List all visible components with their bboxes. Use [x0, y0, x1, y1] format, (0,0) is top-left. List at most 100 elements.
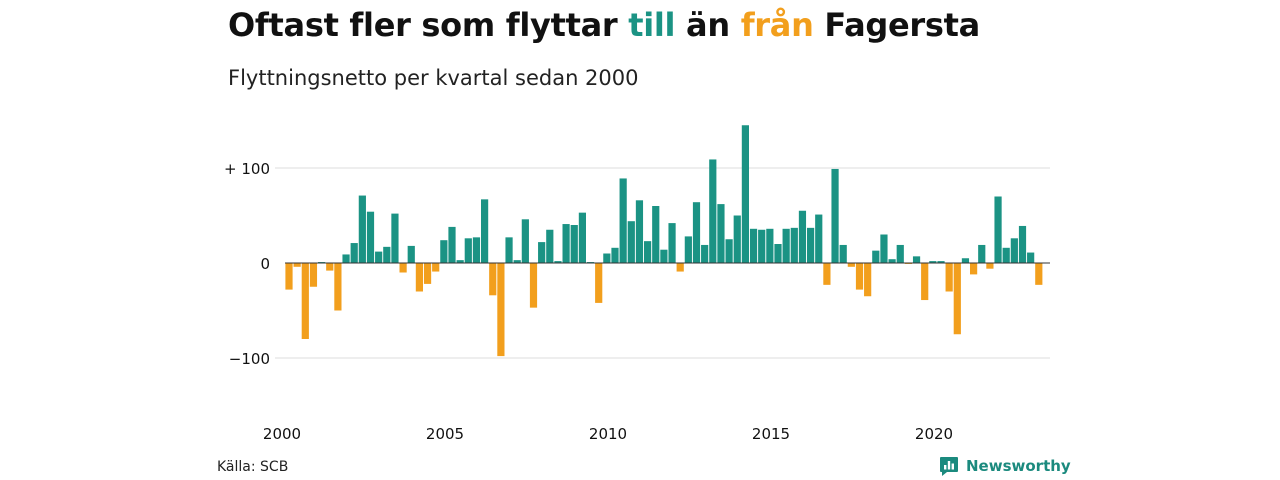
- bar: [831, 168, 839, 263]
- bar: [497, 263, 505, 357]
- bar: [456, 260, 464, 263]
- bar: [774, 244, 782, 263]
- bar: [1027, 252, 1035, 263]
- bar: [464, 238, 472, 263]
- bar: [432, 263, 440, 272]
- bar: [1002, 247, 1010, 263]
- bar: [1018, 225, 1027, 263]
- bar: [538, 242, 546, 263]
- bar: [489, 263, 497, 296]
- title-word-fran: från: [740, 6, 814, 44]
- source-label: Källa: SCB: [217, 459, 289, 475]
- bar: [986, 263, 994, 269]
- bar: [611, 247, 619, 263]
- bar: [603, 253, 611, 263]
- bar: [635, 200, 644, 263]
- x-tick-label: 2010: [589, 425, 627, 443]
- brand-logo: Newsworthy: [938, 455, 1071, 477]
- bar: [448, 226, 456, 263]
- bar: [692, 202, 701, 263]
- bar: [847, 263, 855, 267]
- bar: [309, 263, 318, 287]
- title-part-2: än: [675, 6, 741, 44]
- bar: [880, 234, 888, 263]
- bar: [562, 224, 570, 263]
- bar: [1035, 263, 1043, 285]
- y-axis-ticks: + 100 0 −100: [224, 160, 270, 368]
- y-tick-label: −100: [229, 350, 270, 368]
- bars: [285, 125, 1043, 357]
- bar: [366, 211, 375, 263]
- bar: [342, 254, 350, 263]
- bar: [766, 228, 774, 263]
- bar: [1010, 238, 1018, 263]
- chart-title: Oftast fler som flyttar till än från Fag…: [228, 6, 980, 44]
- bar: [399, 263, 407, 273]
- bar: [937, 261, 945, 263]
- bar: [782, 228, 790, 263]
- bar: [440, 240, 448, 263]
- bar: [375, 251, 383, 263]
- bar: [481, 199, 489, 263]
- bar: [407, 245, 415, 263]
- x-axis-ticks: 2000 2005 2010 2015 2020: [263, 425, 953, 443]
- title-part-1: Oftast fler som flyttar: [228, 6, 629, 44]
- bar: [929, 261, 937, 263]
- bar: [896, 244, 904, 263]
- bar: [839, 244, 847, 263]
- x-tick-label: 2005: [426, 425, 464, 443]
- bar: [945, 263, 953, 292]
- bar: [823, 263, 831, 285]
- bar: [970, 263, 978, 275]
- bar: [350, 243, 358, 263]
- gridlines: [275, 167, 1050, 359]
- bar: [391, 213, 399, 263]
- bar: [627, 221, 635, 263]
- bar: [790, 227, 798, 263]
- bar: [798, 210, 807, 263]
- bar: [293, 263, 301, 267]
- bar: [334, 263, 342, 311]
- x-tick-label: 2000: [263, 425, 301, 443]
- bar: [285, 263, 293, 290]
- x-tick-label: 2015: [752, 425, 790, 443]
- bar: [872, 250, 880, 263]
- brand-name: Newsworthy: [966, 457, 1071, 475]
- bar: [652, 206, 660, 263]
- bar: [423, 263, 432, 284]
- title-part-3: Fagersta: [813, 6, 980, 44]
- x-tick-label: 2020: [915, 425, 953, 443]
- bar: [383, 246, 391, 263]
- bar: [855, 263, 864, 290]
- bar: [619, 178, 627, 263]
- bar: [301, 263, 309, 339]
- bar: [912, 256, 921, 263]
- bar: [978, 244, 986, 263]
- bar: [546, 229, 554, 263]
- bar: [529, 263, 538, 308]
- bar: [741, 125, 749, 263]
- bar: [725, 239, 733, 263]
- bar: [595, 263, 603, 303]
- bar: [921, 263, 929, 301]
- bar: [415, 263, 423, 292]
- y-tick-label: + 100: [224, 160, 270, 178]
- bar: [668, 223, 676, 263]
- bar: [888, 259, 896, 263]
- bar: [807, 227, 815, 263]
- bar: [864, 263, 872, 297]
- bar: [326, 263, 334, 271]
- bar: [961, 258, 970, 263]
- bar: [358, 195, 366, 263]
- bar: [815, 214, 823, 263]
- bar: [709, 159, 717, 263]
- bar: [660, 249, 668, 263]
- bar: [684, 236, 692, 263]
- bar: [758, 229, 766, 263]
- bar: [513, 260, 521, 263]
- bar: [676, 263, 684, 272]
- bar: [717, 204, 725, 263]
- newsworthy-logo-icon: [940, 457, 958, 476]
- bar: [994, 196, 1002, 263]
